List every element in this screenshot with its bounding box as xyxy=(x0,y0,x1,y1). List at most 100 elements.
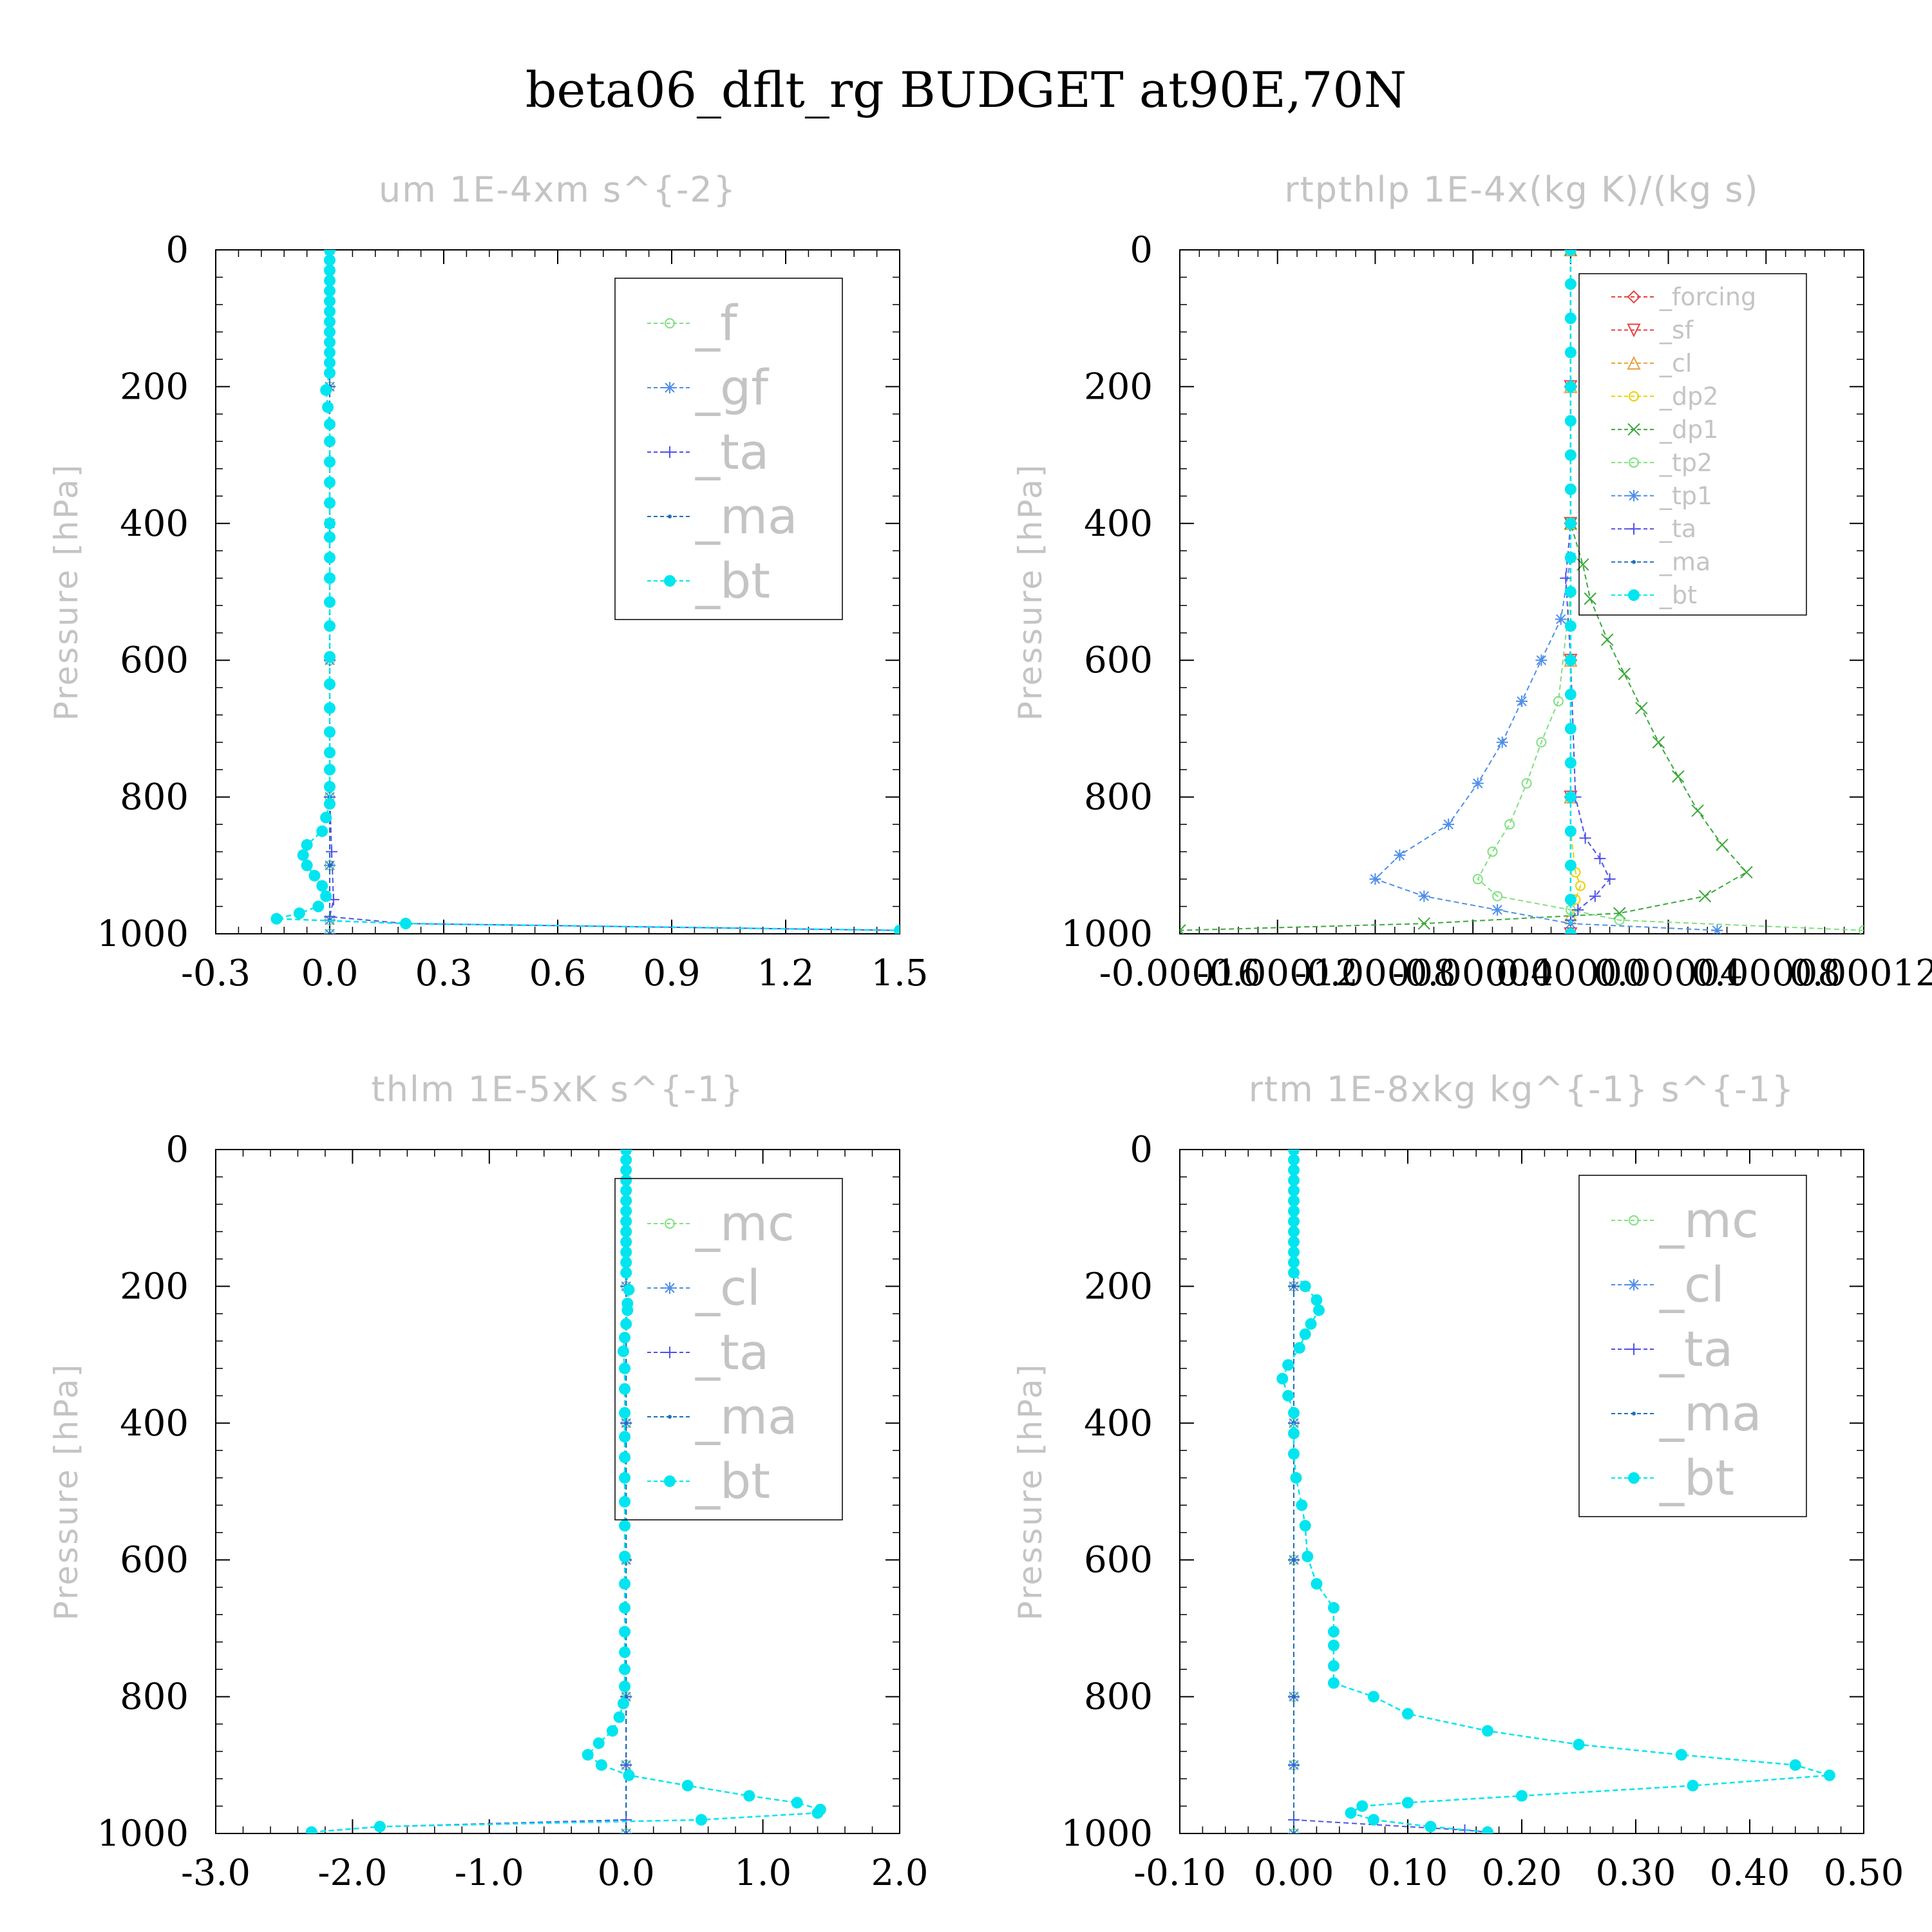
data-point xyxy=(1516,695,1528,707)
x-tick-label: -0.00008 xyxy=(1294,952,1456,994)
data-point xyxy=(1789,1759,1801,1771)
data-point xyxy=(1555,613,1567,625)
data-point xyxy=(1572,904,1584,916)
data-point xyxy=(324,781,336,793)
data-point xyxy=(1564,723,1577,735)
data-point xyxy=(270,913,283,925)
data-point xyxy=(1579,832,1591,844)
data-point xyxy=(1564,381,1577,393)
data-point xyxy=(1564,586,1577,598)
data-point xyxy=(1504,819,1515,830)
data-point xyxy=(1496,736,1508,748)
data-point xyxy=(1311,1578,1323,1590)
panel-rtpthlp-budget: rtpthlp 1E-4x(kg K)/(kg s) Pressure [hPa]… xyxy=(1012,169,1932,994)
data-point xyxy=(1288,1226,1300,1238)
legend-swatch-marker xyxy=(1632,1412,1636,1416)
data-point xyxy=(620,1150,632,1155)
data-point xyxy=(1288,1153,1300,1166)
data-point xyxy=(1367,1690,1379,1703)
data-point xyxy=(620,1318,632,1330)
data-point xyxy=(1288,1448,1300,1460)
series-ta xyxy=(1288,1150,1493,1833)
data-point xyxy=(620,1205,632,1217)
data-point xyxy=(1290,1472,1302,1484)
data-point xyxy=(1564,415,1577,427)
data-point xyxy=(1487,846,1498,857)
x-tick-label: -0.3 xyxy=(181,952,251,994)
data-point xyxy=(620,1267,632,1279)
data-point xyxy=(312,900,325,913)
data-point xyxy=(1345,1807,1357,1819)
data-point xyxy=(1288,1256,1300,1269)
y-tick-label: 200 xyxy=(1084,1265,1153,1307)
legend-label: _ta xyxy=(695,1323,769,1381)
data-point xyxy=(1425,1821,1437,1833)
y-tick-label: 600 xyxy=(1084,1539,1153,1581)
series-line xyxy=(311,1150,627,1833)
data-point xyxy=(1299,1328,1311,1340)
legend-swatch-marker xyxy=(1628,1279,1640,1291)
data-point xyxy=(1618,667,1631,681)
x-tick-label: 0.3 xyxy=(415,952,472,994)
data-point xyxy=(1288,1236,1300,1248)
data-point xyxy=(1564,928,1577,934)
data-point xyxy=(1564,312,1577,325)
data-point xyxy=(324,764,336,776)
series-line xyxy=(1293,1150,1488,1833)
y-tick-label: 800 xyxy=(120,1676,189,1718)
data-point xyxy=(1492,904,1504,916)
x-tick-label: 0.30 xyxy=(1596,1852,1676,1894)
data-point xyxy=(592,1737,605,1749)
data-point xyxy=(301,838,313,851)
data-point xyxy=(623,1283,635,1296)
data-point xyxy=(1575,880,1586,891)
y-tick-label: 1000 xyxy=(1061,913,1153,955)
x-tick-label: 0.0 xyxy=(598,1852,655,1894)
y-tick-label: 600 xyxy=(1084,639,1153,681)
data-point xyxy=(1288,1205,1300,1217)
x-tick-label: 0.50 xyxy=(1824,1852,1904,1894)
data-point xyxy=(894,924,900,934)
legend-label: _ma xyxy=(695,1388,798,1445)
panel-title: thlm 1E-5xK s^{-1} xyxy=(372,1069,744,1110)
data-point xyxy=(322,401,334,413)
data-point xyxy=(324,264,336,276)
data-point xyxy=(1564,757,1577,769)
y-axis-label: Pressure [hPa] xyxy=(1012,463,1049,721)
y-tick-label: 400 xyxy=(120,1403,189,1444)
legend-swatch-marker xyxy=(1628,489,1640,502)
data-point xyxy=(1594,853,1606,865)
data-point xyxy=(1672,770,1685,783)
x-tick-label: 0.00008 xyxy=(1691,952,1841,994)
plot-data-area xyxy=(1180,250,1864,934)
x-tick-label: -2.0 xyxy=(317,1852,387,1894)
data-point xyxy=(619,1550,631,1562)
data-point xyxy=(1481,1725,1493,1737)
data-point xyxy=(619,1472,631,1484)
data-point xyxy=(1687,1779,1699,1792)
data-point xyxy=(324,274,336,287)
plot-frame xyxy=(1179,1149,1864,1834)
legend-label: _bt xyxy=(695,552,770,609)
y-tick-label: 800 xyxy=(1084,777,1153,819)
data-point xyxy=(619,1495,631,1508)
data-point xyxy=(1327,1602,1340,1614)
figure-title: beta06_dflt_rg BUDGET at90E,70N xyxy=(525,61,1407,118)
series-bt xyxy=(1564,250,1577,934)
data-point xyxy=(1367,1814,1379,1826)
data-point xyxy=(328,863,332,867)
legend-label: _bt xyxy=(695,1452,770,1510)
data-point xyxy=(324,477,336,489)
plot-frame xyxy=(1179,249,1864,934)
x-tick-label: 0.40 xyxy=(1710,1852,1790,1894)
legend-swatch-marker xyxy=(1627,323,1641,337)
data-point xyxy=(324,418,336,430)
y-tick-label: 800 xyxy=(1084,1676,1153,1718)
data-point xyxy=(1276,1372,1289,1385)
data-point xyxy=(1564,517,1577,529)
legend-label: _bt xyxy=(1659,581,1697,609)
legend-label: _ta xyxy=(695,423,769,480)
legend-label: _tp1 xyxy=(1659,482,1712,510)
data-point xyxy=(1443,819,1455,831)
